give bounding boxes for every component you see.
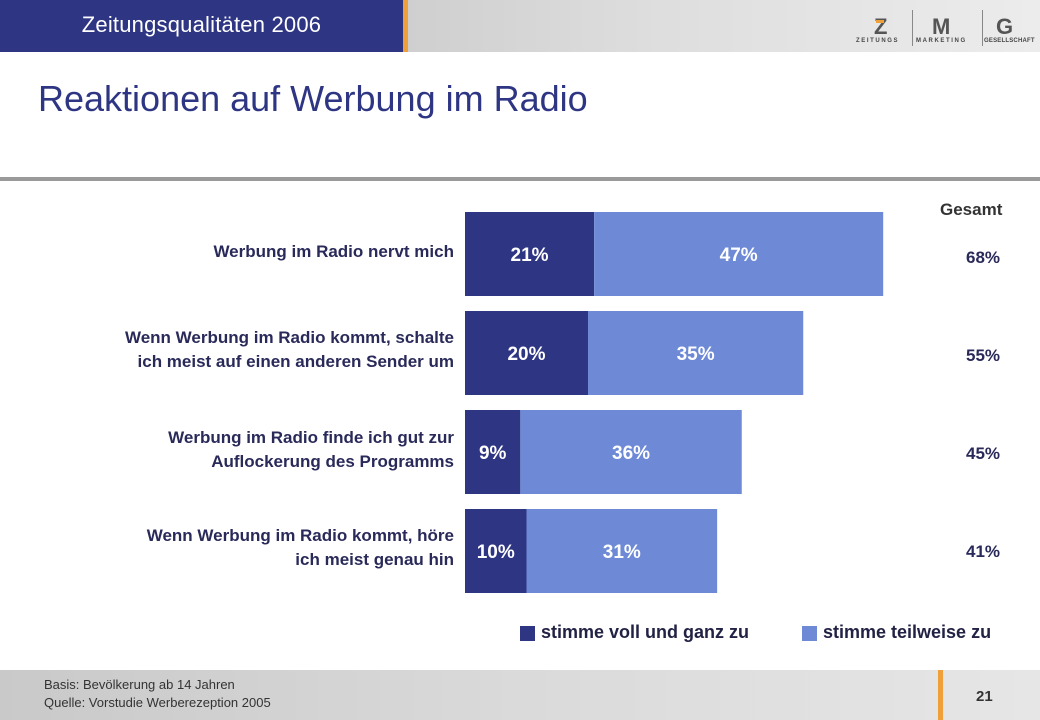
category-label-line: Werbung im Radio finde ich gut zur — [168, 428, 454, 447]
logo-sub-marketing: MARKETING — [916, 38, 967, 44]
bar-value-label: 31% — [603, 542, 641, 563]
logo-dash — [876, 20, 884, 23]
bar-value-label: 20% — [507, 344, 545, 365]
total-unit: % — [984, 346, 1001, 365]
page-number: 21 — [976, 688, 993, 705]
bar-segment — [520, 410, 742, 494]
total-number: 55 — [966, 346, 985, 365]
bar-value-label: 9% — [479, 443, 507, 464]
total-unit: % — [984, 444, 1001, 463]
total-value: 55% — [966, 346, 1000, 366]
header-bar — [0, 0, 403, 52]
header-accent — [403, 0, 408, 52]
category-label-line: Wenn Werbung im Radio kommt, schalte — [124, 328, 454, 347]
legend-label: stimme teilweise zu — [823, 622, 992, 642]
category-label-line: Auflockerung des Programms — [211, 452, 454, 471]
logo-separator — [912, 10, 913, 46]
zmg-logo: Z M G ZEITUNGS MARKETING GESELLSCHAFT — [854, 8, 1040, 48]
legend-label: stimme voll und ganz zu — [541, 622, 750, 642]
title-divider — [0, 177, 1040, 181]
category-label-line: Wenn Werbung im Radio kommt, höre — [146, 526, 454, 545]
total-unit: % — [984, 248, 1001, 267]
total-value: 41% — [966, 542, 1000, 562]
bar-value-label: 10% — [477, 542, 515, 563]
category-label-line: Werbung im Radio nervt mich — [213, 242, 454, 261]
category-label-line: ich meist genau hin — [295, 550, 454, 569]
bar-segment — [588, 311, 804, 395]
category-label-line: ich meist auf einen anderen Sender um — [137, 352, 454, 371]
logo-sub-gesellschaft: GESELLSCHAFT — [984, 38, 1035, 44]
logo-letter-g: G — [996, 14, 1014, 39]
total-number: 68 — [966, 248, 985, 267]
category-label: Wenn Werbung im Radio kommt, höre ich me… — [147, 524, 454, 572]
footer-basis: Basis: Bevölkerung ab 14 Jahren — [44, 677, 235, 692]
category-label: Werbung im Radio nervt mich — [213, 240, 454, 264]
logo-sub-zeitungs: ZEITUNGS — [856, 38, 900, 44]
bar-value-label: 21% — [511, 245, 549, 266]
bar-segment — [465, 212, 595, 296]
legend-swatch-light — [802, 626, 817, 641]
logo-separator — [982, 10, 983, 46]
totals-header: Gesamt — [940, 200, 1003, 219]
total-number: 45 — [966, 444, 985, 463]
footer-source: Quelle: Vorstudie Werberezeption 2005 — [44, 695, 271, 710]
total-value: 68% — [966, 248, 1000, 268]
header-title: Zeitungsqualitäten 2006 — [81, 12, 322, 37]
footer-accent — [938, 670, 943, 720]
total-unit: % — [984, 542, 1001, 561]
bar-segment — [465, 509, 527, 593]
total-value: 45% — [966, 444, 1000, 464]
logo-letter-m: M — [932, 14, 951, 39]
header-logo-area — [408, 0, 1040, 52]
total-number: 41 — [966, 542, 985, 561]
footer-bar — [0, 670, 1040, 720]
bar-segment — [465, 410, 521, 494]
bar-value-label: 47% — [720, 245, 758, 266]
legend-swatch-dark — [520, 626, 535, 641]
category-label: Werbung im Radio finde ich gut zur Auflo… — [168, 426, 454, 474]
bar-value-label: 36% — [612, 443, 650, 464]
page-title: Reaktionen auf Werbung im Radio — [38, 78, 588, 119]
bar-segment — [594, 212, 884, 296]
category-label: Wenn Werbung im Radio kommt, schalte ich… — [125, 326, 454, 374]
bar-value-label: 35% — [677, 344, 715, 365]
bar-segment — [526, 509, 718, 593]
bar-segment — [465, 311, 588, 395]
